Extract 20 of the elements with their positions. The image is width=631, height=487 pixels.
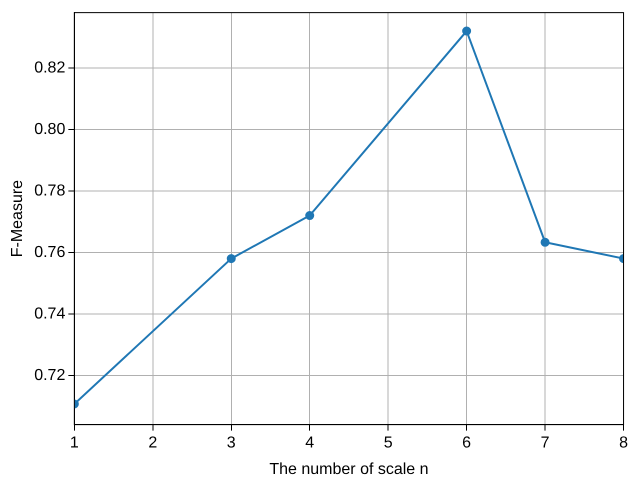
- y-tick-label: 0.72: [34, 366, 66, 384]
- x-tick-label: 2: [148, 434, 158, 452]
- x-tick-label: 5: [384, 434, 393, 452]
- y-tick-label: 0.80: [34, 120, 66, 138]
- x-axis-title: The number of scale n: [269, 460, 429, 478]
- x-tick-label: 1: [70, 434, 79, 452]
- point: [540, 238, 550, 247]
- x-tick-label: 7: [540, 434, 550, 452]
- y-tick-label: 0.82: [34, 59, 66, 76]
- point: [305, 211, 314, 220]
- y-tick-label: 0.78: [34, 182, 66, 200]
- y-tick-label: 0.74: [34, 305, 66, 322]
- y-tick-label: 0.76: [34, 244, 66, 261]
- x-tick-label: 3: [226, 434, 236, 452]
- x-tick-label: 6: [462, 434, 472, 452]
- x-tick-label: 8: [619, 434, 628, 452]
- point: [462, 26, 472, 36]
- y-axis-title: F-Measure: [9, 180, 26, 258]
- point: [226, 254, 236, 264]
- x-tick-label: 4: [305, 434, 314, 452]
